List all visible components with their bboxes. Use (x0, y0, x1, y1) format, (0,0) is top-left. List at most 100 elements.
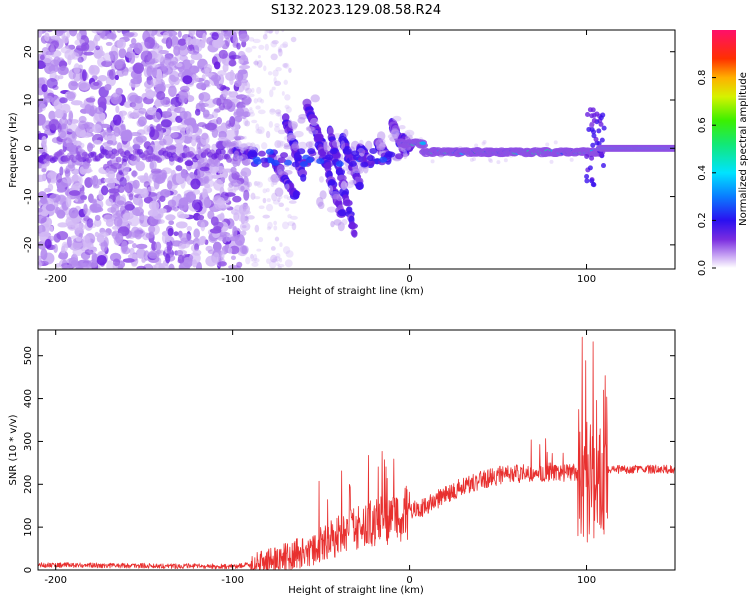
spectrogram-blob-1001 (152, 111, 162, 123)
colorbar-tick-label-3: 0.6 (697, 117, 708, 133)
spectrogram-blob-2161 (403, 150, 408, 160)
spectrogram-blob-1321 (131, 262, 138, 267)
spectrogram-blob-1505 (288, 67, 292, 73)
spectrogram-blob-1701 (244, 142, 253, 150)
spectrogram-blob-1356 (230, 179, 242, 187)
snr-x-tick-label-2: 0 (406, 575, 412, 586)
spectrogram-blob-1968 (346, 170, 356, 175)
spectrogram-blob-1373 (121, 240, 128, 253)
spectrogram-blob-1069 (175, 221, 188, 229)
spectrogram-blob-1043 (114, 74, 120, 81)
spectrogram-blob-1879 (328, 185, 334, 194)
spectrogram-blob-988 (97, 96, 107, 108)
spectrogram-blob-1194 (50, 59, 60, 67)
colorbar-tick-label-0: 0.0 (697, 260, 708, 276)
spectrogram-blob-2213 (265, 148, 274, 155)
spectrogram-blob-1215 (127, 253, 139, 260)
spectrogram-blob-629 (78, 81, 91, 91)
spectrogram-blob-2019 (359, 139, 364, 146)
spectrogram-blob-1315 (213, 79, 220, 87)
spectrogram-blob-2215 (305, 157, 314, 164)
spectrogram-blob-755 (140, 50, 153, 63)
spectrogram-blob-622 (135, 243, 148, 250)
spectrogram-blob-1478 (253, 98, 258, 104)
spectrogram-blob-1926 (330, 191, 340, 200)
spectrogram-blob-1013 (235, 72, 244, 82)
spectrogram-blob-1556 (266, 226, 272, 231)
spectrogram-blob-2237 (405, 135, 410, 140)
spectrogram-blob-2429 (487, 157, 492, 162)
spectrogram-blob-513 (173, 45, 181, 57)
spectrogram-blob-1539 (279, 43, 288, 49)
spectrogram-blob-434 (145, 232, 154, 239)
spectrogram-blob-1166 (42, 55, 53, 64)
spectrogram-blob-1792 (286, 132, 297, 141)
spectrogram-blob-1280 (158, 208, 167, 214)
spectrogram-blob-390 (228, 264, 239, 269)
spectrogram-blob-1202 (124, 200, 134, 211)
spectrogram-blob-1174 (44, 32, 50, 42)
spectrogram-blob-1966 (343, 128, 349, 138)
spectrogram-blob-2710 (589, 121, 595, 127)
spectrogram-blob-463 (47, 183, 54, 192)
spectrogram-blob-1347 (138, 107, 147, 115)
spectrogram-blob-2216 (280, 152, 289, 159)
spectrogram-blob-234 (170, 35, 180, 48)
spectrogram-blob-1555 (281, 91, 285, 96)
spectrogram-blob-2201 (329, 148, 338, 155)
spectrogram-blob-1289 (217, 136, 228, 142)
spectrogram-blob-2683 (590, 107, 596, 113)
spectrogram-blob-1391 (203, 196, 211, 209)
spectrogram-blob-1367 (39, 197, 48, 205)
spectrogram-blob-1514 (251, 119, 258, 124)
spectrogram-blob-906 (100, 240, 108, 253)
spectrogram-blob-1553 (290, 215, 298, 220)
spectrogram-blob-1300 (116, 30, 122, 34)
spectrogram-blob-1170 (143, 125, 151, 135)
spectrogram-y-tick-label-0: -20 (23, 237, 34, 253)
spectrogram-blob-2156 (404, 129, 415, 137)
colorbar-tick-label-4: 0.8 (697, 70, 708, 86)
spectrogram-blob-1790 (283, 143, 290, 148)
spectrogram-blob-808 (195, 30, 202, 34)
spectrogram-blob-1308 (222, 233, 228, 244)
spectrogram-blob-9 (132, 243, 137, 249)
spectrogram-blob-1168 (188, 30, 196, 37)
spectrogram-blob-1512 (255, 128, 263, 134)
spectrogram-blob-1408 (285, 207, 290, 212)
spectrogram-blob-855 (152, 66, 158, 78)
spectrogram-blob-1023 (115, 87, 123, 95)
spectrogram-blob-175 (232, 195, 242, 203)
spectrogram-blob-410 (77, 56, 84, 63)
spectrogram-blob-1434 (287, 221, 296, 227)
spectrogram-blob-1255 (129, 94, 141, 103)
spectrogram-blob-1544 (239, 171, 248, 177)
spectrogram-blob-1495 (248, 37, 255, 42)
spectrogram-blob-1488 (257, 109, 266, 115)
spectrogram-blob-1393 (191, 199, 203, 210)
spectrogram-blob-1540 (247, 93, 255, 98)
spectrogram-blob-1424 (257, 126, 265, 135)
spectrogram-blob-1363 (56, 209, 66, 219)
spectrogram-blob-1383 (113, 216, 123, 228)
spectrogram-blob-1388 (159, 169, 168, 181)
spectrogram-blob-2106 (392, 115, 402, 122)
spectrogram-blob-1431 (277, 197, 281, 203)
spectrogram-blob-1396 (107, 188, 120, 194)
spectrogram-blob-1406 (274, 236, 280, 242)
spectrogram-blob-1381 (92, 123, 102, 134)
spectrogram-blob-1257 (38, 107, 43, 113)
spectrogram-blob-2704 (591, 112, 597, 118)
spectrogram-blob-1440 (265, 203, 274, 212)
spectrogram-blob-45 (118, 48, 127, 59)
spectrogram-blob-1362 (147, 186, 156, 192)
spectrogram-blob-1471 (273, 225, 278, 231)
spectrogram-blob-871 (57, 222, 69, 228)
spectrogram-blob-1349 (182, 75, 193, 85)
spectrogram-blob-1352 (58, 65, 69, 75)
spectrogram-blob-2203 (325, 154, 334, 161)
spectrogram-blob-1344 (73, 63, 81, 75)
spectrogram-blob-2183 (277, 157, 286, 164)
spectrogram-blob-1272 (211, 32, 219, 41)
spectrogram-blob-2 (240, 230, 247, 236)
